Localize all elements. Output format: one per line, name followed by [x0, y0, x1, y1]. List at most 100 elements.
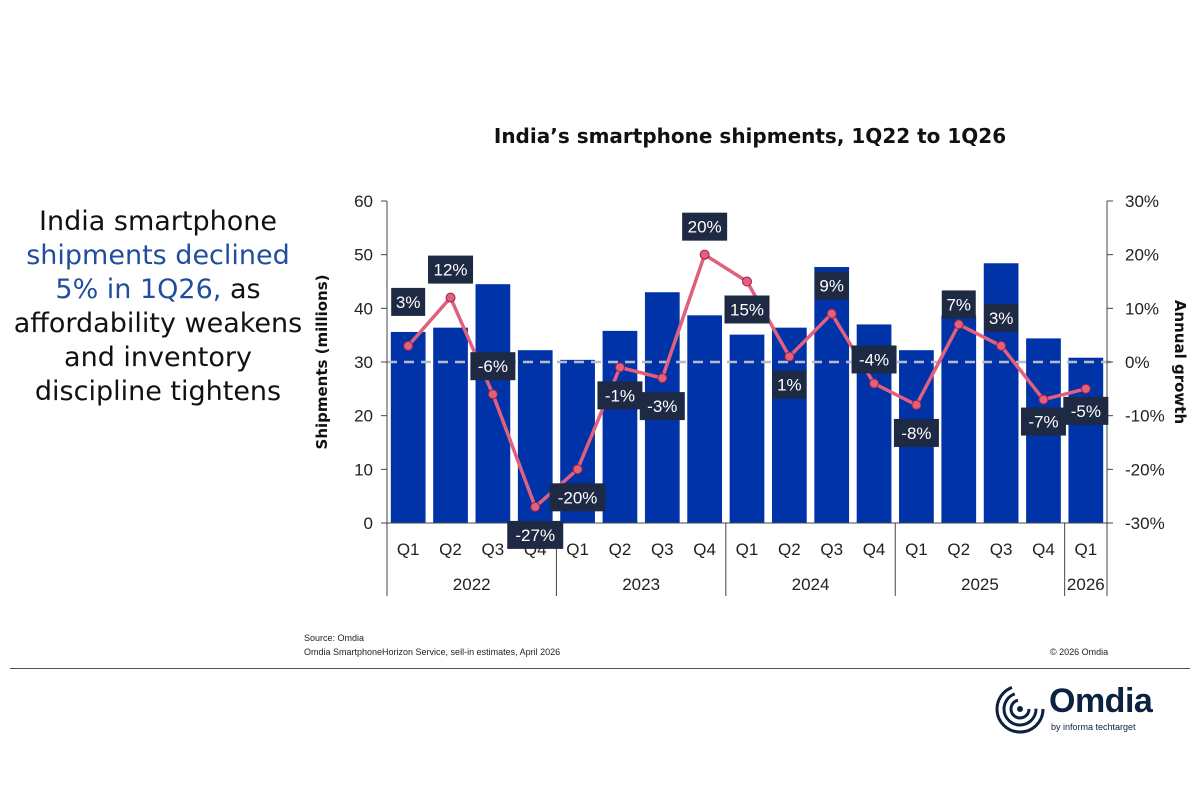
x-tick-label: Q3	[820, 540, 843, 559]
logo-tagline: by informa techtarget	[1051, 722, 1136, 732]
growth-label: 20%	[688, 218, 722, 237]
growth-label-box	[1063, 396, 1109, 425]
copyright: © 2026 Omdia	[1050, 647, 1109, 657]
growth-point	[911, 399, 922, 410]
bar	[1068, 357, 1104, 523]
growth-label-box	[470, 352, 516, 381]
growth-point	[657, 373, 668, 384]
growth-label-box	[549, 483, 606, 512]
growth-point	[953, 319, 964, 330]
year-label: 2023	[622, 575, 660, 594]
y2-tick-label: -30%	[1125, 514, 1165, 533]
year-label: 2025	[961, 575, 999, 594]
growth-label-box	[984, 303, 1019, 332]
y-tick-label: 50	[354, 246, 373, 265]
growth-label: 3%	[989, 309, 1014, 328]
omdia-logo: Omdia by informa techtarget	[993, 680, 1193, 740]
growth-label-box	[597, 381, 643, 410]
chart-title: India’s smartphone shipments, 1Q22 to 1Q…	[493, 124, 1007, 148]
y-tick-label: 30	[354, 353, 373, 372]
omdia-logo-icon	[995, 684, 1045, 734]
y2-tick-label: 20%	[1125, 246, 1159, 265]
growth-label: -20%	[558, 488, 598, 507]
headline-part1: India smartphone	[39, 206, 277, 237]
growth-label-box	[428, 255, 474, 284]
growth-point	[572, 464, 583, 475]
growth-point	[487, 389, 498, 400]
year-label: 2024	[792, 575, 830, 594]
x-tick-label: Q3	[990, 540, 1013, 559]
growth-point	[403, 340, 414, 351]
y-tick-label: 10	[354, 460, 373, 479]
growth-label: 15%	[730, 301, 764, 320]
growth-label-box	[941, 290, 976, 319]
growth-label: 9%	[819, 277, 844, 296]
x-tick-label: Q2	[609, 540, 632, 559]
bar	[983, 263, 1019, 523]
growth-label-box	[639, 392, 685, 421]
growth-label-box	[772, 370, 807, 399]
chart: 0 10 20 30 40 50 60 -30% -20% -10% 0% 10% 20% 30% Ship…	[313, 192, 1189, 596]
growth-label-box	[391, 287, 426, 316]
growth-point	[445, 292, 456, 303]
year-label: 2022	[453, 575, 491, 594]
growth-label: -8%	[901, 424, 931, 443]
growth-point	[784, 351, 795, 362]
year-label: 2026	[1067, 575, 1105, 594]
source-text: Source: Omdia	[304, 633, 365, 643]
y2-tick-label: 0%	[1125, 353, 1150, 372]
growth-point	[1038, 394, 1049, 405]
growth-label-box	[814, 271, 849, 300]
x-tick-label: Q3	[651, 540, 674, 559]
growth-label: -6%	[478, 357, 508, 376]
x-tick-label: Q2	[439, 540, 462, 559]
x-tick-label: Q1	[566, 540, 589, 559]
growth-label-box	[893, 418, 939, 447]
growth-label: -27%	[515, 526, 555, 545]
bar	[517, 350, 553, 523]
bar	[390, 331, 426, 523]
growth-label: -1%	[605, 386, 635, 405]
bar	[602, 330, 638, 523]
y-axis-label: Shipments (millions)	[313, 275, 331, 450]
divider	[10, 668, 1190, 669]
growth-point	[742, 276, 752, 287]
growth-point	[1080, 383, 1091, 394]
y-tick-label: 60	[354, 192, 373, 211]
x-tick-label: Q4	[1032, 540, 1055, 559]
bar	[729, 334, 765, 523]
growth-label: -7%	[1028, 413, 1058, 432]
headline-part3: as affordability weakens and inventory d…	[13, 274, 303, 407]
x-tick-label: Q2	[778, 540, 801, 559]
x-tick-label: Q1	[397, 540, 420, 559]
y-tick-label: 20	[354, 407, 373, 426]
y2-tick-label: 30%	[1125, 192, 1159, 211]
growth-label-box	[724, 295, 770, 324]
growth-label: 12%	[434, 261, 468, 280]
growth-label-box	[851, 345, 897, 374]
x-tick-label: Q3	[482, 540, 505, 559]
bar	[687, 315, 723, 523]
x-tick-label: Q4	[693, 540, 716, 559]
y2-axis-label: Annual growth	[1171, 300, 1189, 424]
headline-highlight: shipments declined 5% in 1Q26,	[26, 240, 290, 305]
growth-label-box	[682, 212, 728, 241]
y-tick-label: 0	[364, 514, 373, 533]
bar	[814, 267, 850, 523]
bar	[433, 327, 468, 523]
y2-tick-label: -20%	[1125, 460, 1165, 479]
growth-label: -4%	[859, 350, 889, 369]
growth-label-box	[1020, 407, 1066, 436]
growth-point	[699, 249, 710, 260]
growth-label: -3%	[647, 397, 677, 416]
source-note: Omdia SmartphoneHorizon Service, sell-in…	[304, 647, 561, 657]
headline: India smartphone shipments declined 5% in…	[8, 205, 308, 409]
bar	[475, 284, 511, 523]
growth-point	[530, 501, 541, 512]
growth-label-box	[507, 520, 564, 549]
y2-tick-label: -10%	[1125, 407, 1165, 426]
growth-point	[614, 362, 625, 373]
growth-label: 1%	[777, 376, 802, 395]
growth-label: -5%	[1071, 402, 1101, 421]
x-tick-label: Q2	[947, 540, 970, 559]
